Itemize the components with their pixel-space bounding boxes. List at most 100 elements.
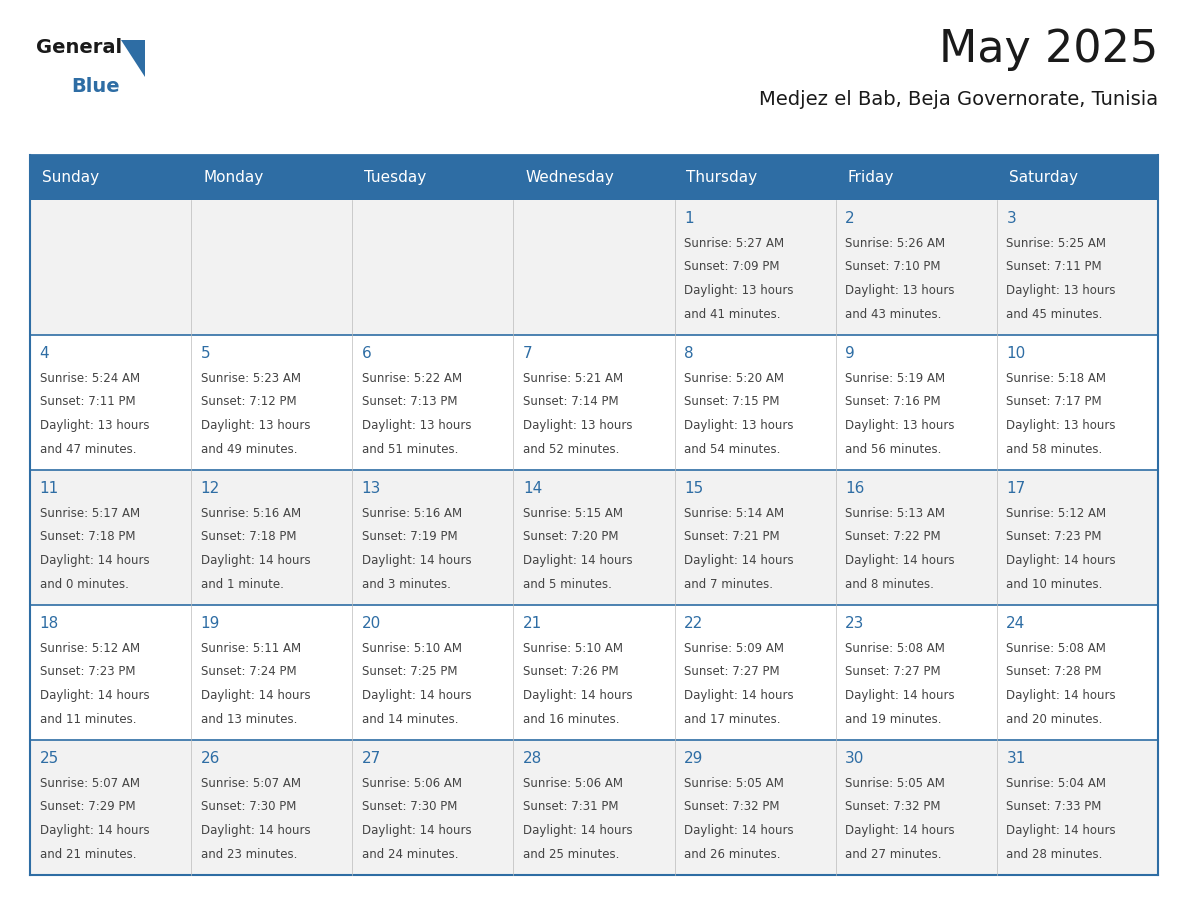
Text: Sunday: Sunday <box>42 170 99 185</box>
Text: Daylight: 13 hours: Daylight: 13 hours <box>523 419 632 431</box>
Text: and 23 minutes.: and 23 minutes. <box>201 847 297 860</box>
Text: and 21 minutes.: and 21 minutes. <box>39 847 135 860</box>
Text: Sunset: 7:29 PM: Sunset: 7:29 PM <box>39 800 135 813</box>
Text: 21: 21 <box>523 616 542 631</box>
Text: Sunrise: 5:18 AM: Sunrise: 5:18 AM <box>1006 372 1106 385</box>
Text: Sunset: 7:26 PM: Sunset: 7:26 PM <box>523 666 619 678</box>
Text: Sunrise: 5:25 AM: Sunrise: 5:25 AM <box>1006 237 1106 250</box>
Text: 29: 29 <box>684 751 703 766</box>
Text: Sunrise: 5:16 AM: Sunrise: 5:16 AM <box>201 507 301 520</box>
Text: and 56 minutes.: and 56 minutes. <box>845 442 942 455</box>
Text: Sunrise: 5:20 AM: Sunrise: 5:20 AM <box>684 372 784 385</box>
Text: Sunrise: 5:09 AM: Sunrise: 5:09 AM <box>684 642 784 655</box>
Text: Daylight: 13 hours: Daylight: 13 hours <box>39 419 148 431</box>
Text: 24: 24 <box>1006 616 1025 631</box>
Text: and 24 minutes.: and 24 minutes. <box>362 847 459 860</box>
Bar <box>30 335 1158 470</box>
Text: and 3 minutes.: and 3 minutes. <box>362 577 450 590</box>
Text: Sunset: 7:27 PM: Sunset: 7:27 PM <box>845 666 941 678</box>
Text: and 45 minutes.: and 45 minutes. <box>1006 308 1102 320</box>
Text: Sunrise: 5:26 AM: Sunrise: 5:26 AM <box>845 237 946 250</box>
Text: Daylight: 13 hours: Daylight: 13 hours <box>684 284 794 297</box>
Text: Daylight: 14 hours: Daylight: 14 hours <box>201 688 310 702</box>
Bar <box>30 200 1158 335</box>
Text: Daylight: 14 hours: Daylight: 14 hours <box>684 824 794 837</box>
Text: Sunset: 7:14 PM: Sunset: 7:14 PM <box>523 396 619 409</box>
Text: and 47 minutes.: and 47 minutes. <box>39 442 135 455</box>
Text: Daylight: 14 hours: Daylight: 14 hours <box>523 824 632 837</box>
Text: Daylight: 14 hours: Daylight: 14 hours <box>845 554 955 567</box>
Text: Daylight: 13 hours: Daylight: 13 hours <box>362 419 472 431</box>
Text: Daylight: 14 hours: Daylight: 14 hours <box>39 824 150 837</box>
Text: Tuesday: Tuesday <box>365 170 426 185</box>
Text: Sunset: 7:30 PM: Sunset: 7:30 PM <box>201 800 296 813</box>
Text: 13: 13 <box>362 481 381 496</box>
Text: and 26 minutes.: and 26 minutes. <box>684 847 781 860</box>
Text: and 28 minutes.: and 28 minutes. <box>1006 847 1102 860</box>
Text: Sunrise: 5:07 AM: Sunrise: 5:07 AM <box>201 777 301 789</box>
Text: and 16 minutes.: and 16 minutes. <box>523 712 619 725</box>
Text: and 20 minutes.: and 20 minutes. <box>1006 712 1102 725</box>
Bar <box>30 470 1158 605</box>
Text: Sunrise: 5:07 AM: Sunrise: 5:07 AM <box>39 777 139 789</box>
Text: 12: 12 <box>201 481 220 496</box>
Text: and 0 minutes.: and 0 minutes. <box>39 577 128 590</box>
Text: Daylight: 13 hours: Daylight: 13 hours <box>1006 419 1116 431</box>
Text: Daylight: 14 hours: Daylight: 14 hours <box>201 554 310 567</box>
Text: 20: 20 <box>362 616 381 631</box>
Text: Sunset: 7:31 PM: Sunset: 7:31 PM <box>523 800 619 813</box>
Text: Sunrise: 5:06 AM: Sunrise: 5:06 AM <box>523 777 623 789</box>
Text: Sunrise: 5:24 AM: Sunrise: 5:24 AM <box>39 372 140 385</box>
Text: Daylight: 14 hours: Daylight: 14 hours <box>39 688 150 702</box>
Text: Daylight: 13 hours: Daylight: 13 hours <box>845 284 955 297</box>
Text: Sunset: 7:16 PM: Sunset: 7:16 PM <box>845 396 941 409</box>
Text: and 7 minutes.: and 7 minutes. <box>684 577 773 590</box>
Text: 14: 14 <box>523 481 542 496</box>
Text: Saturday: Saturday <box>1009 170 1078 185</box>
Text: 19: 19 <box>201 616 220 631</box>
Text: and 19 minutes.: and 19 minutes. <box>845 712 942 725</box>
Text: Sunset: 7:23 PM: Sunset: 7:23 PM <box>1006 531 1101 543</box>
Text: Sunrise: 5:05 AM: Sunrise: 5:05 AM <box>845 777 946 789</box>
Text: and 11 minutes.: and 11 minutes. <box>39 712 135 725</box>
Text: and 13 minutes.: and 13 minutes. <box>201 712 297 725</box>
Text: Sunset: 7:25 PM: Sunset: 7:25 PM <box>362 666 457 678</box>
Text: Thursday: Thursday <box>687 170 758 185</box>
Text: Daylight: 13 hours: Daylight: 13 hours <box>845 419 955 431</box>
Text: 22: 22 <box>684 616 703 631</box>
Text: General: General <box>36 38 122 57</box>
Text: Daylight: 14 hours: Daylight: 14 hours <box>845 824 955 837</box>
Text: Daylight: 13 hours: Daylight: 13 hours <box>1006 284 1116 297</box>
Text: Medjez el Bab, Beja Governorate, Tunisia: Medjez el Bab, Beja Governorate, Tunisia <box>759 90 1158 109</box>
Text: 10: 10 <box>1006 346 1025 361</box>
Text: 8: 8 <box>684 346 694 361</box>
Text: Daylight: 14 hours: Daylight: 14 hours <box>523 688 632 702</box>
Text: 23: 23 <box>845 616 865 631</box>
Text: Sunset: 7:10 PM: Sunset: 7:10 PM <box>845 261 941 274</box>
Text: Sunrise: 5:13 AM: Sunrise: 5:13 AM <box>845 507 946 520</box>
Text: Sunset: 7:30 PM: Sunset: 7:30 PM <box>362 800 457 813</box>
Text: and 54 minutes.: and 54 minutes. <box>684 442 781 455</box>
Text: and 49 minutes.: and 49 minutes. <box>201 442 297 455</box>
Text: and 51 minutes.: and 51 minutes. <box>362 442 459 455</box>
Text: 25: 25 <box>39 751 58 766</box>
Text: Sunrise: 5:06 AM: Sunrise: 5:06 AM <box>362 777 462 789</box>
Text: Daylight: 14 hours: Daylight: 14 hours <box>39 554 150 567</box>
Text: Sunrise: 5:12 AM: Sunrise: 5:12 AM <box>1006 507 1106 520</box>
Text: Sunset: 7:15 PM: Sunset: 7:15 PM <box>684 396 779 409</box>
Text: Daylight: 13 hours: Daylight: 13 hours <box>201 419 310 431</box>
Text: Sunset: 7:28 PM: Sunset: 7:28 PM <box>1006 666 1101 678</box>
Text: Sunset: 7:19 PM: Sunset: 7:19 PM <box>362 531 457 543</box>
Text: 30: 30 <box>845 751 865 766</box>
Text: Daylight: 14 hours: Daylight: 14 hours <box>362 554 472 567</box>
Text: Sunset: 7:13 PM: Sunset: 7:13 PM <box>362 396 457 409</box>
Text: and 17 minutes.: and 17 minutes. <box>684 712 781 725</box>
Text: Blue: Blue <box>71 76 120 95</box>
Text: 5: 5 <box>201 346 210 361</box>
Text: Daylight: 14 hours: Daylight: 14 hours <box>362 688 472 702</box>
Text: Daylight: 13 hours: Daylight: 13 hours <box>684 419 794 431</box>
Text: Sunrise: 5:08 AM: Sunrise: 5:08 AM <box>845 642 946 655</box>
Text: Sunset: 7:11 PM: Sunset: 7:11 PM <box>39 396 135 409</box>
Text: Sunset: 7:20 PM: Sunset: 7:20 PM <box>523 531 619 543</box>
Text: 28: 28 <box>523 751 542 766</box>
